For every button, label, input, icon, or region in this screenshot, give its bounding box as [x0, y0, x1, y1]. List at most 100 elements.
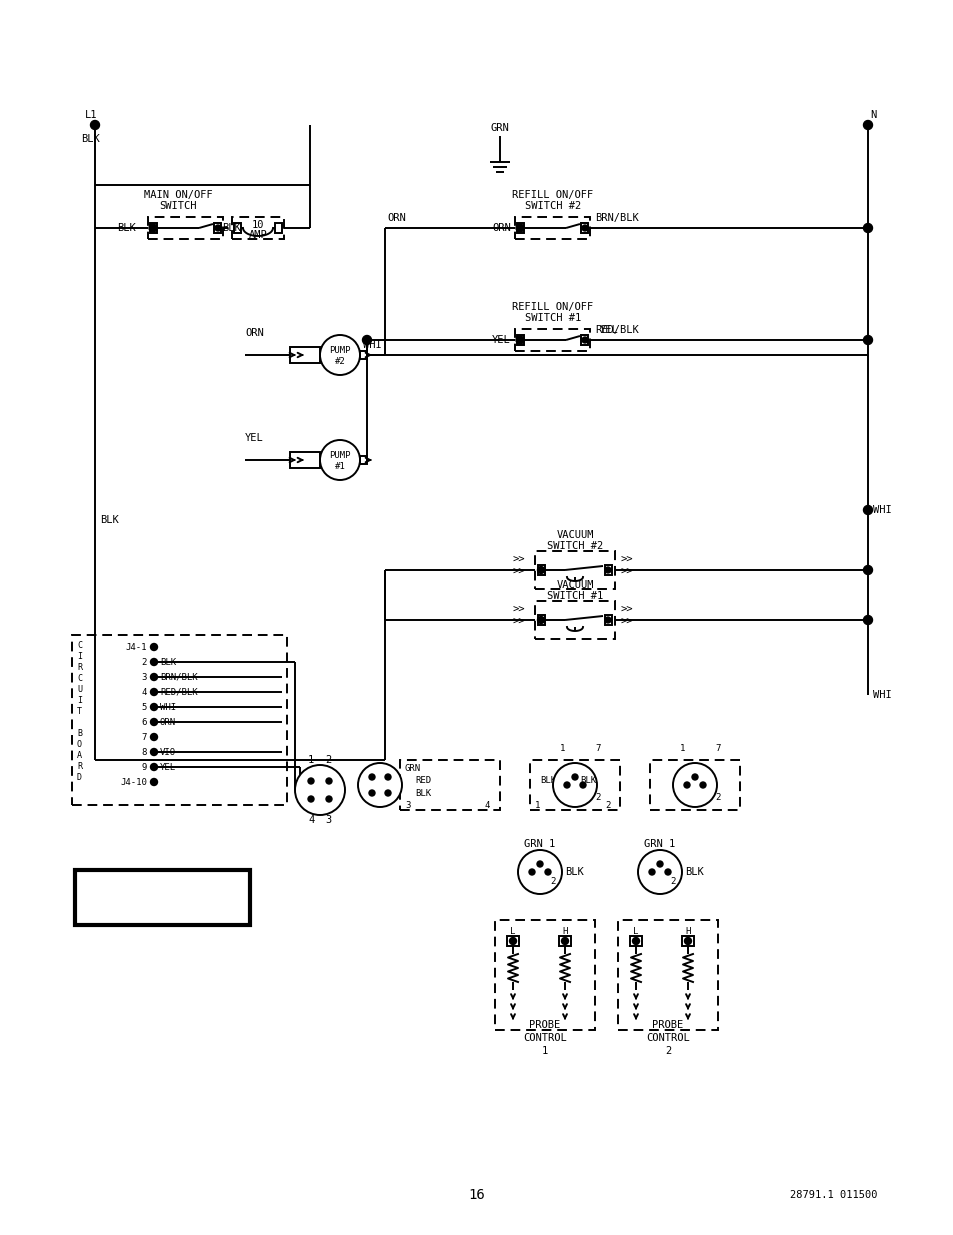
Text: BLK: BLK [579, 776, 596, 784]
Bar [629, 936, 641, 946]
Circle shape [151, 688, 157, 695]
Text: BLK: BLK [539, 776, 556, 784]
Text: >>: >> [513, 618, 525, 627]
Text: REFILL ON/OFF: REFILL ON/OFF [512, 190, 593, 200]
Text: J4-10: J4-10 [120, 778, 147, 787]
Text: 1: 1 [541, 1046, 548, 1056]
Bar [515, 329, 589, 351]
Text: 16: 16 [468, 1188, 485, 1202]
Text: PUMP: PUMP [329, 346, 351, 354]
Circle shape [151, 704, 157, 710]
Circle shape [369, 790, 375, 797]
Text: L: L [633, 927, 638, 936]
Circle shape [572, 774, 578, 781]
Text: #2: #2 [335, 357, 345, 366]
Text: >>: >> [620, 605, 633, 615]
Text: 6: 6 [141, 718, 147, 726]
Circle shape [862, 505, 872, 515]
Text: SWITCH #2: SWITCH #2 [524, 201, 580, 211]
Text: H: H [684, 927, 690, 936]
Circle shape [509, 937, 516, 945]
Text: BLK: BLK [82, 135, 100, 144]
Text: 10: 10 [252, 220, 264, 230]
Text: >>: >> [513, 555, 525, 564]
Bar [580, 224, 587, 233]
Circle shape [149, 224, 157, 232]
Text: CONTROL: CONTROL [522, 1032, 566, 1044]
Circle shape [151, 673, 157, 680]
Text: ORN: ORN [245, 329, 263, 338]
Circle shape [544, 869, 551, 876]
Text: 7: 7 [141, 732, 147, 741]
Bar [233, 224, 241, 233]
Bar [274, 224, 282, 233]
Text: ORN: ORN [387, 212, 405, 224]
Circle shape [357, 763, 401, 806]
Text: PROBE: PROBE [652, 1020, 683, 1030]
Circle shape [91, 121, 99, 130]
Text: I: I [77, 652, 82, 661]
Bar [517, 224, 523, 233]
Bar [681, 936, 693, 946]
Text: RED/BLK: RED/BLK [595, 325, 639, 335]
Text: 3: 3 [325, 815, 331, 825]
Text: D: D [77, 773, 82, 782]
Text: PROBE: PROBE [529, 1020, 560, 1030]
Text: U: U [77, 684, 82, 694]
Bar [290, 347, 319, 363]
Bar [580, 335, 587, 345]
Text: BLK: BLK [117, 224, 136, 233]
Circle shape [308, 778, 314, 784]
Text: 1: 1 [679, 743, 684, 752]
Circle shape [537, 616, 544, 624]
Bar [213, 224, 221, 233]
Circle shape [151, 778, 157, 785]
Text: YEL: YEL [245, 433, 263, 443]
Text: J4-1: J4-1 [126, 642, 147, 652]
Text: C: C [77, 641, 82, 650]
Text: BRN/BLK: BRN/BLK [160, 673, 197, 682]
Text: 4: 4 [141, 688, 147, 697]
Bar [558, 936, 571, 946]
Text: >>: >> [513, 605, 525, 615]
Circle shape [664, 869, 670, 876]
Circle shape [648, 869, 655, 876]
Text: 2: 2 [664, 1046, 670, 1056]
Text: RED/BLK: RED/BLK [160, 688, 197, 697]
Circle shape [214, 225, 221, 231]
Bar [71, 635, 287, 805]
Bar [535, 601, 615, 638]
Bar [495, 920, 595, 1030]
Text: 1: 1 [535, 802, 539, 810]
Text: A: A [77, 751, 82, 760]
Text: I: I [77, 695, 82, 704]
Circle shape [517, 850, 561, 894]
Bar [506, 936, 518, 946]
Text: GRN 1: GRN 1 [524, 839, 555, 848]
Text: BLK: BLK [222, 224, 240, 233]
Text: 7: 7 [714, 743, 720, 752]
Circle shape [369, 774, 375, 781]
Circle shape [385, 790, 391, 797]
Circle shape [516, 224, 523, 232]
Text: 2: 2 [714, 794, 720, 803]
Circle shape [151, 643, 157, 651]
Text: AMP: AMP [249, 230, 267, 240]
Text: ORN: ORN [492, 224, 511, 233]
Circle shape [326, 797, 332, 802]
Text: O: O [77, 740, 82, 748]
Bar [517, 335, 523, 345]
Text: 5: 5 [141, 703, 147, 711]
Text: >>: >> [620, 555, 633, 564]
Circle shape [151, 748, 157, 756]
Circle shape [151, 658, 157, 666]
Text: 4: 4 [484, 802, 490, 810]
Circle shape [684, 937, 691, 945]
Text: BLK: BLK [684, 867, 703, 877]
Bar [618, 920, 718, 1030]
Circle shape [385, 774, 391, 781]
Text: PUMP: PUMP [329, 451, 351, 459]
Text: 2: 2 [604, 802, 610, 810]
Text: SWITCH: SWITCH [159, 201, 196, 211]
Circle shape [319, 440, 359, 480]
